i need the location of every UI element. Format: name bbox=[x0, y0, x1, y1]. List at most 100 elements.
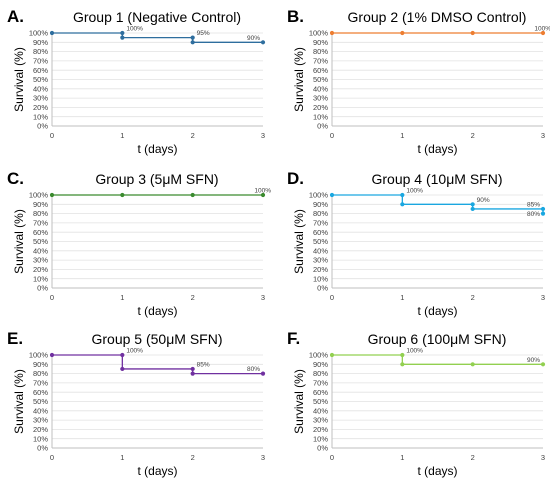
data-point bbox=[260, 40, 266, 45]
y-tick-label: 60% bbox=[33, 66, 48, 75]
y-tick-label: 20% bbox=[33, 103, 48, 112]
y-tick-label: 10% bbox=[313, 112, 328, 121]
chart-title: Group 1 (Negative Control) bbox=[73, 9, 241, 25]
y-tick-label: 100% bbox=[29, 191, 49, 200]
y-tick-label: 20% bbox=[313, 425, 328, 434]
data-point bbox=[190, 192, 195, 198]
data-point bbox=[190, 35, 195, 40]
chart-panel-3: C. Group 3 (5μM SFN) 0%10%20%30%40%50%60%7… bbox=[7, 169, 271, 318]
x-tick-label: 3 bbox=[261, 453, 265, 462]
y-tick-label: 60% bbox=[313, 66, 328, 75]
data-point bbox=[470, 362, 475, 367]
y-tick-label: 60% bbox=[313, 228, 328, 237]
y-tick-label: 20% bbox=[313, 265, 328, 274]
x-axis-title: t (days) bbox=[137, 464, 177, 478]
data-point bbox=[120, 192, 125, 198]
chart-title: Group 3 (5μM SFN) bbox=[95, 171, 218, 187]
x-tick-label: 0 bbox=[50, 293, 54, 302]
y-tick-label: 50% bbox=[33, 75, 48, 84]
x-tick-label: 0 bbox=[330, 131, 334, 140]
y-tick-label: 10% bbox=[313, 274, 328, 283]
y-tick-label: 0% bbox=[317, 444, 328, 453]
x-tick-label: 2 bbox=[471, 131, 475, 140]
y-tick-label: 0% bbox=[317, 122, 328, 131]
data-label: 100% bbox=[406, 188, 423, 195]
y-tick-label: 90% bbox=[33, 360, 48, 369]
y-tick-label: 80% bbox=[33, 209, 48, 218]
data-point bbox=[49, 30, 55, 36]
y-tick-label: 70% bbox=[313, 379, 328, 388]
chart-panel-2: B. Group 2 (1% DMSO Control) 0%10%20%30%40… bbox=[287, 7, 550, 156]
data-label: 90% bbox=[477, 197, 490, 204]
y-tick-label: 30% bbox=[313, 416, 328, 425]
y-tick-label: 10% bbox=[33, 112, 48, 121]
y-tick-label: 90% bbox=[33, 38, 48, 47]
y-tick-label: 100% bbox=[309, 191, 329, 200]
y-tick-label: 70% bbox=[313, 57, 328, 66]
y-tick-label: 0% bbox=[317, 284, 328, 293]
y-tick-label: 40% bbox=[313, 246, 328, 255]
x-tick-label: 0 bbox=[330, 453, 334, 462]
y-tick-label: 70% bbox=[33, 57, 48, 66]
x-tick-label: 1 bbox=[120, 453, 124, 462]
y-tick-label: 70% bbox=[313, 219, 328, 228]
y-tick-label: 20% bbox=[33, 265, 48, 274]
y-tick-label: 40% bbox=[33, 246, 48, 255]
x-tick-label: 3 bbox=[541, 453, 545, 462]
data-label: 100% bbox=[126, 348, 143, 355]
survival-step-line bbox=[52, 354, 263, 375]
data-point bbox=[540, 362, 546, 367]
x-tick-label: 3 bbox=[541, 293, 545, 302]
x-axis-title: t (days) bbox=[137, 304, 177, 318]
data-point bbox=[400, 192, 405, 198]
data-point bbox=[470, 30, 475, 36]
panel-label: B. bbox=[287, 7, 304, 26]
y-tick-label: 30% bbox=[33, 416, 48, 425]
chart-title: Group 4 (10μM SFN) bbox=[372, 171, 503, 187]
x-tick-label: 1 bbox=[400, 131, 404, 140]
y-tick-label: 20% bbox=[313, 103, 328, 112]
y-tick-label: 0% bbox=[37, 122, 48, 131]
y-tick-label: 30% bbox=[313, 94, 328, 103]
panel-label: C. bbox=[7, 169, 24, 188]
panel-label: D. bbox=[287, 169, 304, 188]
y-tick-label: 60% bbox=[313, 388, 328, 397]
y-tick-label: 40% bbox=[33, 406, 48, 415]
data-point bbox=[49, 192, 55, 198]
y-tick-label: 40% bbox=[33, 84, 48, 93]
data-point bbox=[120, 366, 125, 372]
x-tick-label: 3 bbox=[261, 293, 265, 302]
y-axis-title: Survival (%) bbox=[12, 209, 26, 274]
data-label: 90% bbox=[247, 35, 260, 42]
y-tick-label: 70% bbox=[33, 219, 48, 228]
data-point bbox=[190, 371, 195, 376]
data-point bbox=[190, 40, 195, 45]
x-axis-title: t (days) bbox=[417, 142, 457, 156]
y-tick-label: 100% bbox=[309, 29, 329, 38]
data-point bbox=[540, 211, 546, 216]
panel-label: E. bbox=[7, 329, 23, 348]
y-tick-label: 0% bbox=[37, 284, 48, 293]
x-tick-label: 3 bbox=[541, 131, 545, 140]
data-point bbox=[260, 192, 266, 198]
x-tick-label: 2 bbox=[191, 453, 195, 462]
y-tick-label: 20% bbox=[33, 425, 48, 434]
data-point bbox=[120, 30, 125, 36]
y-tick-label: 50% bbox=[313, 397, 328, 406]
y-tick-label: 10% bbox=[313, 434, 328, 443]
data-point bbox=[400, 362, 405, 367]
y-tick-label: 100% bbox=[29, 351, 49, 360]
x-tick-label: 0 bbox=[330, 293, 334, 302]
chart-title: Group 6 (100μM SFN) bbox=[368, 331, 507, 347]
chart-panel-6: F. Group 6 (100μM SFN) 0%10%20%30%40%50%60… bbox=[287, 329, 546, 478]
data-label: 100% bbox=[126, 26, 143, 33]
data-label: 100% bbox=[534, 26, 550, 33]
y-tick-label: 90% bbox=[33, 200, 48, 209]
data-label: 100% bbox=[406, 348, 423, 355]
data-label: 85% bbox=[527, 201, 540, 208]
data-point bbox=[190, 366, 195, 372]
chart-title: Group 2 (1% DMSO Control) bbox=[348, 9, 527, 25]
x-tick-label: 3 bbox=[261, 131, 265, 140]
y-tick-label: 10% bbox=[33, 274, 48, 283]
